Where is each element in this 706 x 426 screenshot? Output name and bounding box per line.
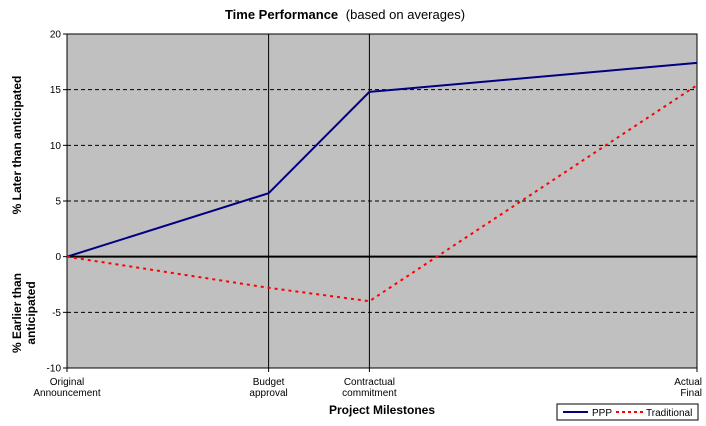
y-axis-title-upper: % Later than anticipated: [10, 76, 24, 215]
x-category-label: Announcement: [33, 388, 100, 399]
y-tick-label: 5: [55, 197, 61, 208]
x-category-label: Original: [50, 377, 84, 388]
series-lines: [66, 61, 698, 303]
x-axis-title: Project Milestones: [329, 403, 435, 417]
gridlines: [67, 89, 697, 313]
y-tick-label: 20: [50, 30, 62, 41]
y-axis-title-lower-line2: anticipated: [24, 281, 38, 344]
legend-box: [556, 403, 699, 421]
legend: PPP Traditional: [556, 403, 699, 421]
y-tick-label: 0: [55, 252, 61, 263]
series-line-ppp: [66, 61, 698, 258]
x-category-label: commitment: [342, 388, 397, 399]
x-category-label: Final: [680, 388, 702, 399]
x-category-label: approval: [249, 388, 287, 399]
chart-title-rest: (based on averages): [346, 7, 465, 22]
y-tick-label: -5: [52, 308, 61, 319]
x-category-label: Contractual: [344, 377, 395, 388]
series-line-traditional: [66, 84, 698, 303]
y-tick-label: -10: [47, 364, 62, 375]
y-tick-label: 15: [50, 85, 62, 96]
y-axis-title-lower-line1: % Earlier than: [10, 273, 24, 353]
y-tick-label: 10: [50, 141, 62, 152]
chart-title: Time Performance (based on averages): [225, 7, 465, 22]
x-category-label: Actual: [674, 377, 702, 388]
milestone-lines: [66, 34, 698, 372]
x-category-label: Budget: [253, 377, 285, 388]
legend-label-traditional: Traditional: [646, 408, 692, 419]
legend-label-ppp: PPP: [592, 408, 612, 419]
y-tick-labels: -10 -5 0 5 10 15 20: [47, 30, 67, 375]
chart-title-bold: Time Performance: [225, 7, 338, 22]
